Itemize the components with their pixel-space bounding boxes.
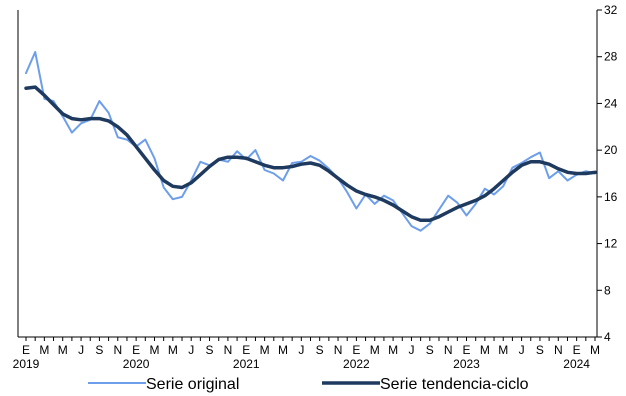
x-tick-label: M bbox=[58, 343, 68, 357]
series-line-trend bbox=[24, 85, 597, 222]
x-year-label: 2022 bbox=[343, 357, 370, 371]
x-tick-label: E bbox=[242, 343, 250, 357]
x-tick-label: E bbox=[352, 343, 360, 357]
x-year-label: 2021 bbox=[233, 357, 260, 371]
x-tick-label: M bbox=[39, 343, 49, 357]
x-tick-label: J bbox=[298, 343, 304, 357]
x-tick-label: N bbox=[334, 343, 343, 357]
plot-area bbox=[17, 10, 598, 338]
x-tick-label: N bbox=[444, 343, 453, 357]
legend-item: Serie original bbox=[88, 376, 239, 393]
y-tick-label: 12 bbox=[604, 237, 618, 251]
x-tick-label: M bbox=[590, 343, 600, 357]
y-tick-label: 8 bbox=[604, 283, 611, 297]
series-layer bbox=[24, 51, 597, 232]
x-year-label: 2019 bbox=[13, 357, 40, 371]
x-tick-label: E bbox=[132, 343, 140, 357]
x-tick-label: S bbox=[316, 343, 324, 357]
x-year-label: 2024 bbox=[563, 357, 590, 371]
y-tick-label: 32 bbox=[604, 3, 618, 17]
legend-label: Serie original bbox=[146, 376, 239, 393]
x-tick-label: N bbox=[554, 343, 563, 357]
x-tick-label: J bbox=[188, 343, 194, 357]
legend: Serie original Serie tendencia-ciclo bbox=[88, 376, 529, 393]
x-tick-label: N bbox=[224, 343, 233, 357]
x-year-label: 2020 bbox=[123, 357, 150, 371]
x-tick-label: E bbox=[463, 343, 471, 357]
x-tick-label: S bbox=[95, 343, 103, 357]
x-tick-label: S bbox=[206, 343, 214, 357]
y-tick-label: 24 bbox=[604, 96, 618, 110]
x-tick-label: M bbox=[168, 343, 178, 357]
legend-item: Serie tendencia-ciclo bbox=[322, 376, 529, 393]
x-tick-label: M bbox=[388, 343, 398, 357]
y-tick-label: 4 bbox=[604, 330, 611, 344]
x-tick-label: N bbox=[113, 343, 122, 357]
x-year-label: 2023 bbox=[453, 357, 480, 371]
y-axis: 4 8 12 16 20 24 28 32 bbox=[597, 3, 618, 344]
x-tick-label: S bbox=[536, 343, 544, 357]
x-tick-label: S bbox=[426, 343, 434, 357]
y-tick-label: 20 bbox=[604, 143, 618, 157]
x-tick-label: E bbox=[573, 343, 581, 357]
x-tick-label: J bbox=[519, 343, 525, 357]
x-tick-label: J bbox=[78, 343, 84, 357]
x-tick-label: M bbox=[149, 343, 159, 357]
x-tick-label: M bbox=[498, 343, 508, 357]
series-line-original bbox=[25, 51, 596, 232]
x-tick-label: E bbox=[22, 343, 30, 357]
x-tick-label: M bbox=[370, 343, 380, 357]
x-tick-label: M bbox=[480, 343, 490, 357]
legend-label: Serie tendencia-ciclo bbox=[380, 376, 529, 393]
x-tick-label: J bbox=[408, 343, 414, 357]
y-tick-label: 16 bbox=[604, 190, 618, 204]
x-tick-label: M bbox=[278, 343, 288, 357]
y-tick-label: 28 bbox=[604, 50, 618, 64]
x-tick-label: M bbox=[260, 343, 270, 357]
